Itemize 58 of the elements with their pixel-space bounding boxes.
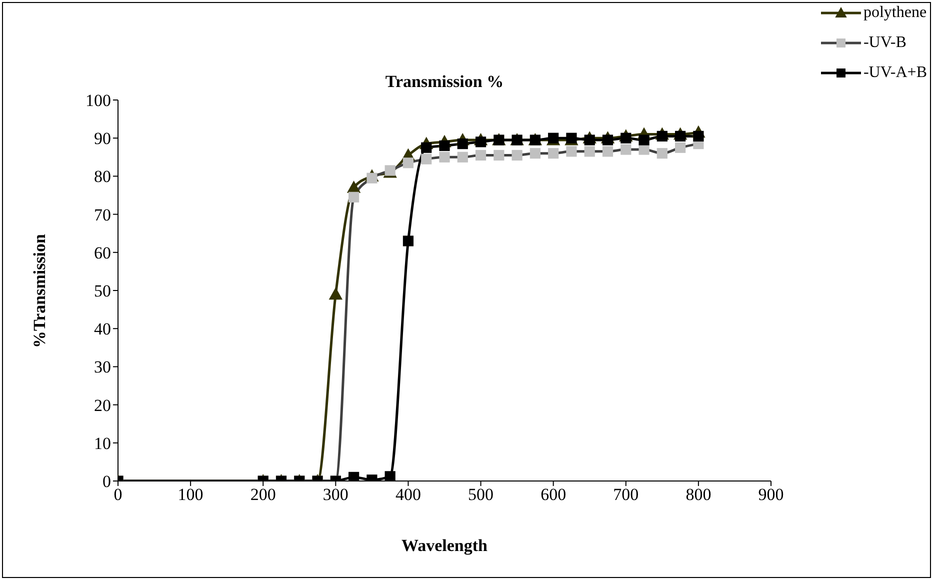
point <box>439 140 450 152</box>
point <box>439 152 450 162</box>
point <box>675 142 686 153</box>
point <box>457 152 468 162</box>
y-axis-title: %Transmission <box>30 234 50 348</box>
y-tick-label: 30 <box>94 358 111 377</box>
x-tick-label: 200 <box>250 485 276 504</box>
point <box>620 132 632 144</box>
point <box>475 136 486 148</box>
x-tick-label: 900 <box>758 485 784 504</box>
legend-label: -UV-A+B <box>863 64 927 82</box>
y-tick-label: 70 <box>94 205 111 224</box>
point <box>656 148 668 159</box>
y-tick-label: 100 <box>86 91 111 110</box>
point <box>584 146 595 157</box>
point <box>693 130 704 142</box>
point <box>347 181 360 193</box>
y-tick-label: 50 <box>94 282 111 301</box>
point <box>638 134 650 146</box>
point <box>512 150 522 161</box>
y-tick-label: 80 <box>94 167 111 186</box>
y-tick-label: 60 <box>94 243 111 262</box>
point <box>457 138 468 150</box>
point <box>530 148 540 159</box>
x-tick-label: 800 <box>686 485 712 504</box>
point <box>638 144 650 155</box>
legend-label: -UV-B <box>863 34 906 52</box>
legend-label: polythene <box>863 4 927 22</box>
point <box>402 236 414 246</box>
point <box>494 150 504 161</box>
y-tick-label: 0 <box>102 472 111 492</box>
point <box>602 134 614 146</box>
x-tick-label: 300 <box>322 485 348 504</box>
point <box>475 150 486 161</box>
point <box>675 130 686 142</box>
x-axis-title: Wavelength <box>400 536 488 556</box>
point <box>566 146 577 157</box>
y-tick-label: 90 <box>94 129 111 148</box>
point <box>329 288 342 300</box>
point <box>402 158 414 168</box>
x-tick-label: 500 <box>468 485 494 504</box>
x-tick-label: 400 <box>395 485 421 504</box>
x-tick-label: 600 <box>540 485 566 504</box>
point <box>366 172 378 184</box>
point <box>348 192 360 202</box>
x-tick-label: 100 <box>178 485 204 504</box>
point <box>548 148 559 159</box>
point <box>656 130 668 142</box>
point <box>602 146 614 157</box>
point <box>620 144 632 155</box>
y-tick-label: 10 <box>94 434 111 453</box>
y-tick-label: 20 <box>94 396 111 415</box>
chart-title: Transmission % <box>384 72 505 92</box>
point <box>421 142 432 153</box>
y-tick-label: 40 <box>94 320 111 339</box>
point <box>584 134 595 146</box>
x-tick-label: 700 <box>613 485 639 504</box>
point <box>421 154 432 164</box>
